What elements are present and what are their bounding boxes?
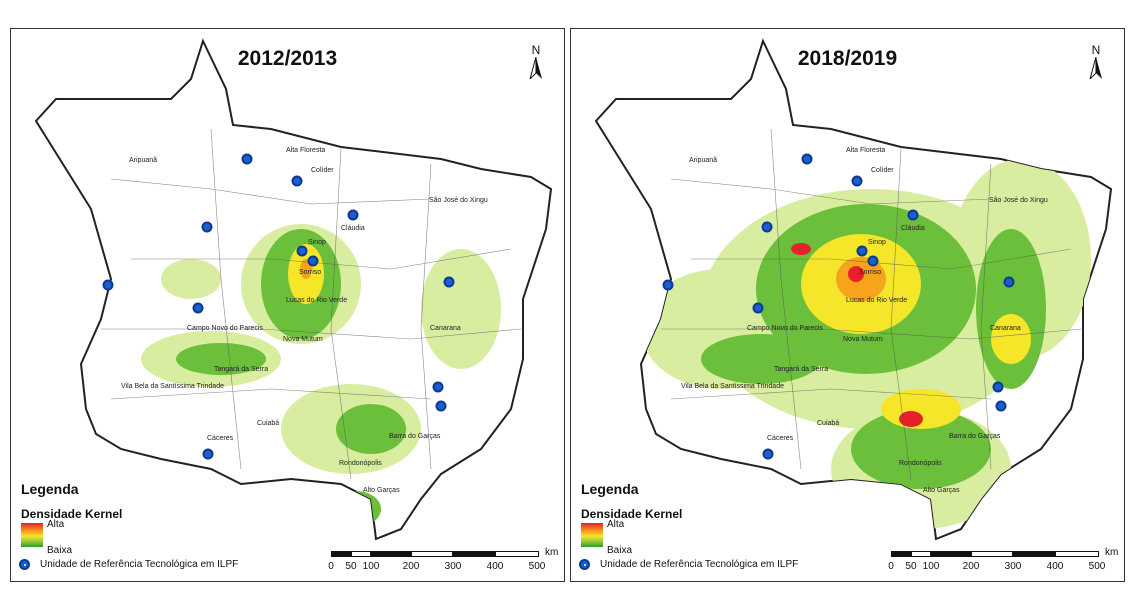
city-label: Aripuanã xyxy=(689,157,718,164)
city-label: Vila Bela da Santíssima Trindade xyxy=(681,383,784,390)
city-label: São José do Xingu xyxy=(989,197,1048,204)
city-label: Sinop xyxy=(868,239,886,246)
mato-grosso-map xyxy=(594,38,1113,541)
city-label: Barra do Garças xyxy=(949,433,1001,440)
city-label: São José do Xingu xyxy=(429,197,488,204)
panel-title: 2018/2019 xyxy=(797,47,898,70)
scale-tick: 0 xyxy=(328,561,334,572)
map-panel-2018-2019: 2018/2019 N Aripuanã Alta Floresta Colíd… xyxy=(570,28,1125,582)
scale-tick: 0 xyxy=(888,561,894,572)
city-label: Aripuanã xyxy=(129,157,158,164)
city-label: Rondonópolis xyxy=(899,460,942,467)
city-label: Cuiabá xyxy=(257,420,280,427)
north-label: N xyxy=(531,43,541,57)
legend-subtitle: Densidade Kernel xyxy=(581,507,683,521)
ilpf-legend-item: Unidade de Referência Tecnológica em ILP… xyxy=(19,559,238,570)
city-label: Lucas do Rio Verde xyxy=(286,297,348,304)
city-label: Sinop xyxy=(308,239,326,246)
scale-tick: 100 xyxy=(922,561,940,572)
scale-tick: 200 xyxy=(402,561,420,572)
city-label: Alto Garças xyxy=(923,487,960,494)
north-arrow-icon xyxy=(1089,56,1102,81)
panel-title: 2012/2013 xyxy=(237,47,338,70)
scale-tick: 50 xyxy=(345,561,357,572)
city-label: Barra do Garças xyxy=(389,433,441,440)
city-label: Canarana xyxy=(990,325,1021,332)
city-label: Cáceres xyxy=(207,435,234,442)
density-color-ramp xyxy=(581,523,603,547)
city-label: Tangará da Serra xyxy=(774,366,829,373)
city-label: Campo Novo do Parecis xyxy=(187,325,263,332)
map-panel-2012-2013: 2012/2013 N Aripuanã Alta Floresta Colíd… xyxy=(10,28,565,582)
city-label: Alto Garças xyxy=(363,487,400,494)
city-label: Nova Mutum xyxy=(843,336,883,343)
north-label: N xyxy=(1091,43,1101,57)
scale-bar: km 0 50 100 200 300 400 500 xyxy=(888,547,1118,575)
scale-tick: 500 xyxy=(528,561,546,572)
city-label: Alta Floresta xyxy=(286,147,326,154)
north-arrow: N xyxy=(521,43,551,84)
north-arrow-icon xyxy=(529,56,542,81)
city-label: Alta Floresta xyxy=(846,147,886,154)
city-label: Cláudia xyxy=(341,225,365,232)
ilpf-legend-item: Unidade de Referência Tecnológica em ILP… xyxy=(579,559,798,570)
scale-tick: 200 xyxy=(962,561,980,572)
scale-tick: 300 xyxy=(1004,561,1022,572)
ramp-high-label: Alta xyxy=(47,519,65,530)
mato-grosso-map xyxy=(34,38,553,541)
city-label: Cláudia xyxy=(901,225,925,232)
legend-title: Legenda xyxy=(21,481,79,497)
ilpf-legend-label: Unidade de Referência Tecnológica em ILP… xyxy=(600,559,799,570)
city-label: Vila Bela da Santíssima Trindade xyxy=(121,383,224,390)
city-label: Cáceres xyxy=(767,435,794,442)
city-label: Sorriso xyxy=(859,269,882,276)
scale-unit: km xyxy=(545,547,559,558)
ilpf-marker-icon xyxy=(19,559,30,570)
scale-bar: km 0 50 100 200 300 400 500 xyxy=(328,547,558,575)
city-label: Lucas do Rio Verde xyxy=(846,297,908,304)
city-label: Tangará da Serra xyxy=(214,366,269,373)
city-label: Rondonópolis xyxy=(339,460,382,467)
city-label: Canarana xyxy=(430,325,461,332)
city-label: Colíder xyxy=(311,167,334,174)
legend-title: Legenda xyxy=(581,481,639,497)
legend-subtitle: Densidade Kernel xyxy=(21,507,123,521)
scale-tick: 500 xyxy=(1088,561,1106,572)
scale-tick: 50 xyxy=(905,561,917,572)
city-label: Cuiabá xyxy=(817,420,840,427)
ilpf-marker-icon xyxy=(579,559,590,570)
scale-tick: 100 xyxy=(362,561,380,572)
scale-tick: 400 xyxy=(1046,561,1064,572)
city-label: Colíder xyxy=(871,167,894,174)
scale-unit: km xyxy=(1105,547,1119,558)
density-color-ramp xyxy=(21,523,43,547)
city-label: Sorriso xyxy=(299,269,322,276)
ilpf-legend-label: Unidade de Referência Tecnológica em ILP… xyxy=(40,559,239,570)
scale-tick: 400 xyxy=(486,561,504,572)
city-label: Nova Mutum xyxy=(283,336,323,343)
north-arrow: N xyxy=(1081,43,1111,84)
ramp-low-label: Baixa xyxy=(47,545,73,556)
city-label: Campo Novo do Parecis xyxy=(747,325,823,332)
ramp-low-label: Baixa xyxy=(607,545,633,556)
ramp-high-label: Alta xyxy=(607,519,625,530)
scale-tick: 300 xyxy=(444,561,462,572)
